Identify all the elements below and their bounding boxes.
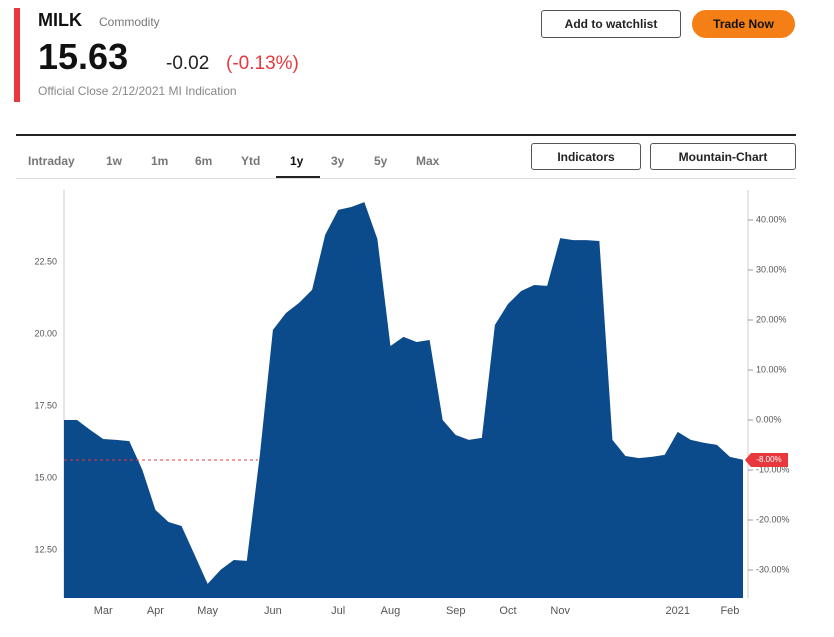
y-tick-label: 12.50 [34, 544, 57, 554]
range-tab[interactable]: 1m [151, 154, 169, 168]
range-tab[interactable]: Max [416, 154, 440, 168]
range-tab[interactable]: 5y [374, 154, 388, 168]
y2-tick-label: -10.00% [756, 464, 790, 474]
y-tick-label: 15.00 [34, 472, 57, 482]
watchlist-button[interactable]: Add to watchlist [541, 10, 681, 38]
x-tick-label: Oct [499, 605, 516, 617]
x-tick-label: Feb [720, 605, 739, 617]
y2-tick-label: 20.00% [756, 314, 787, 324]
x-tick-label: Jul [331, 605, 345, 617]
reference-label: -8.00% [756, 455, 781, 464]
reference-badge [745, 453, 788, 467]
x-tick-label: 2021 [665, 605, 689, 617]
change-percent: (-0.13%) [226, 53, 299, 74]
y2-tick-label: 10.00% [756, 364, 787, 374]
y2-tick-label: 30.00% [756, 264, 787, 274]
symbol: MILK [38, 10, 82, 30]
range-tab[interactable]: 6m [195, 154, 213, 168]
y-tick-label: 20.00 [34, 328, 57, 338]
y-tick-label: 17.50 [34, 400, 57, 410]
price-area [64, 202, 743, 599]
y2-tick-label: 0.00% [756, 414, 782, 424]
x-tick-label: Apr [147, 605, 164, 617]
tab-divider [16, 178, 796, 179]
y-tick-label: 22.50 [34, 256, 57, 266]
range-tab[interactable]: Ytd [241, 154, 261, 168]
range-tab[interactable]: 1w [106, 154, 123, 168]
close-note: Official Close 2/12/2021 MI Indication [38, 84, 237, 98]
x-tick-label: Aug [381, 605, 401, 617]
x-tick-label: Sep [446, 605, 466, 617]
active-tab-underline [276, 176, 320, 178]
x-tick-label: Jun [264, 605, 282, 617]
asset-type: Commodity [99, 15, 160, 29]
indicators-button[interactable]: Indicators [531, 143, 641, 170]
range-tab[interactable]: Intraday [28, 154, 75, 168]
y2-tick-label: 40.00% [756, 214, 787, 224]
accent-bar [14, 8, 20, 102]
price: 15.63 [38, 36, 129, 77]
range-tab[interactable]: 3y [331, 154, 345, 168]
trade-button[interactable]: Trade Now [692, 10, 795, 38]
x-tick-label: Mar [94, 605, 113, 617]
x-tick-label: May [197, 605, 218, 617]
y2-tick-label: -20.00% [756, 514, 790, 524]
range-tab[interactable]: 1y [290, 154, 304, 168]
x-tick-label: Nov [550, 605, 570, 617]
change: -0.02 [166, 53, 210, 74]
y2-tick-label: -30.00% [756, 564, 790, 574]
chart-style-button[interactable]: Mountain-Chart [650, 143, 796, 170]
divider [16, 134, 796, 136]
